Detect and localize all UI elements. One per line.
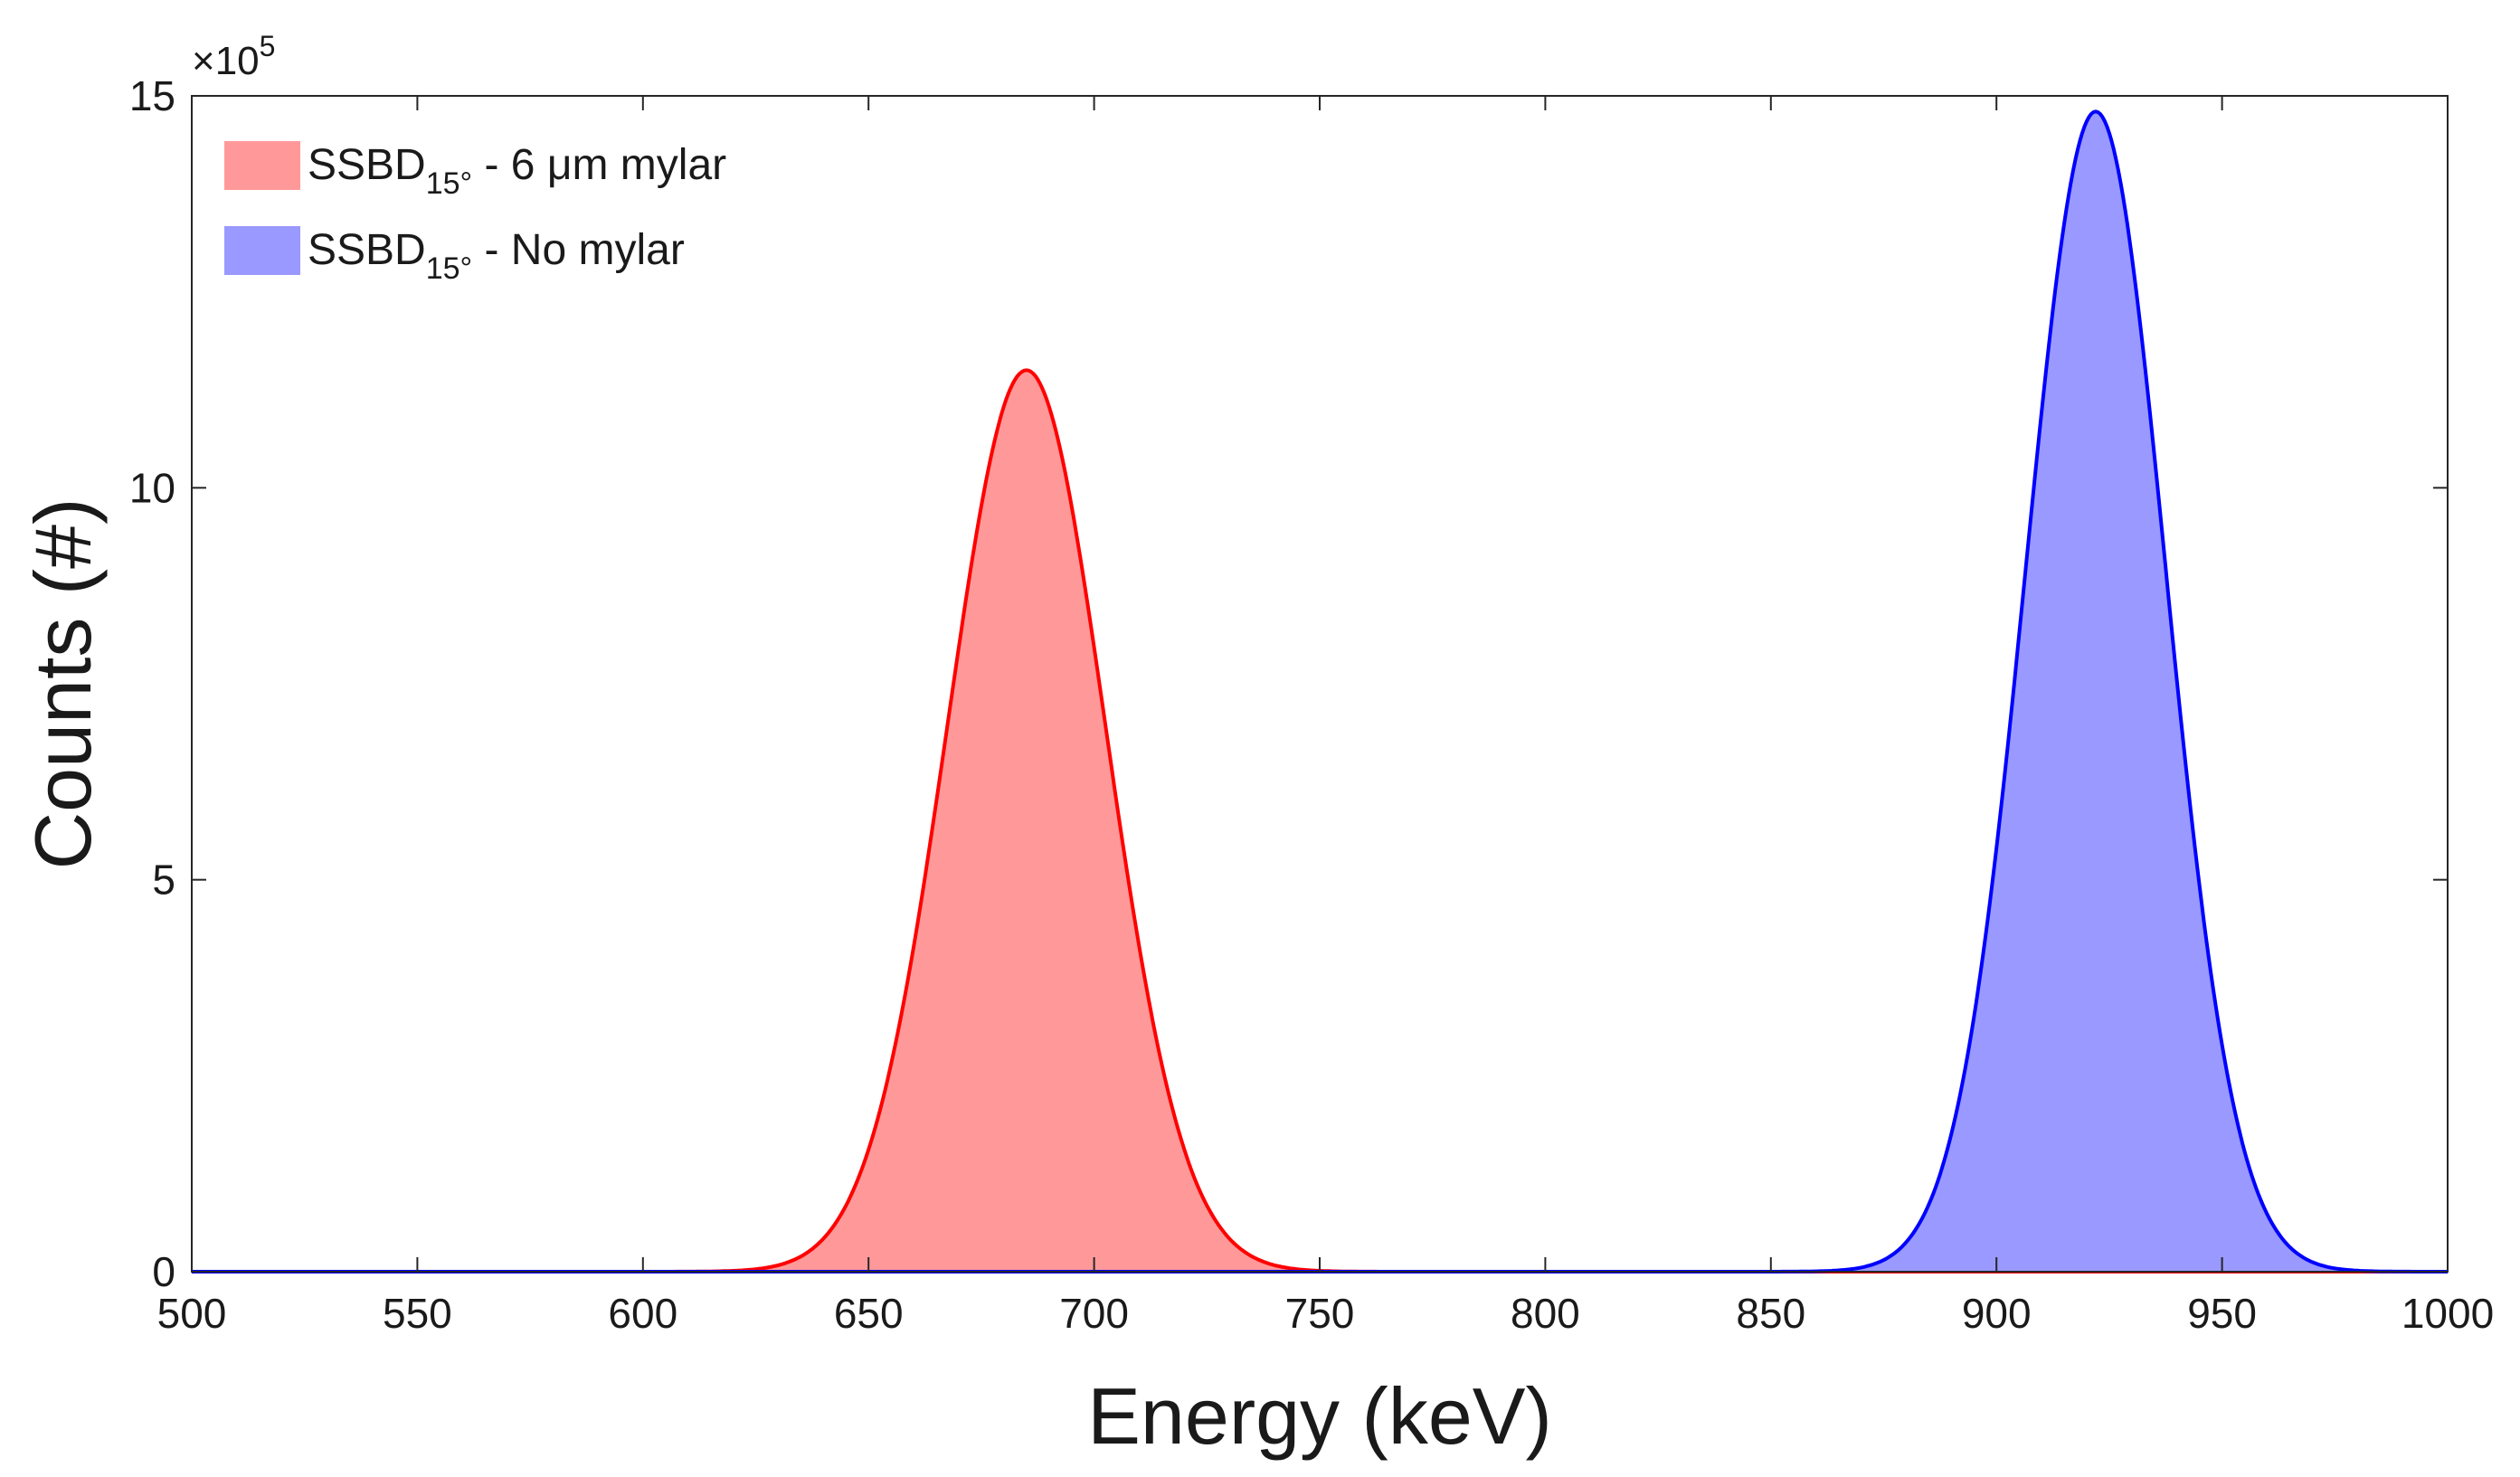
x-tick-label: 900 <box>1962 1290 2032 1337</box>
legend-label-main: SSBD <box>308 141 426 189</box>
legend-swatch-no-mylar <box>224 226 300 275</box>
legend-label-subscript: 15° <box>426 251 472 286</box>
legend-label-6um-mylar: SSBD15° - 6 μm mylar <box>308 141 726 201</box>
legend-label-subscript: 15° <box>426 166 472 201</box>
legend-swatch-6um-mylar <box>224 141 300 190</box>
x-tick-label: 1000 <box>2402 1290 2494 1337</box>
x-tick-label: 550 <box>383 1290 452 1337</box>
y-axis-multiplier: ×105 <box>192 30 275 83</box>
legend-label-no-mylar: SSBD15° - No mylar <box>308 226 685 286</box>
legend-entry-no-mylar: SSBD15° - No mylar <box>224 226 685 286</box>
y-tick-label: 10 <box>129 464 175 511</box>
legend-entry-6um-mylar: SSBD15° - 6 μm mylar <box>224 141 726 201</box>
series-area-1 <box>192 111 2448 1272</box>
x-tick-label: 850 <box>1736 1290 1805 1337</box>
x-tick-label: 950 <box>2187 1290 2257 1337</box>
tick-layer: 500 550 600 650 700 750 800 850 900 950 1000 0 5 10 15 <box>129 72 2494 1337</box>
legend-label-main: SSBD <box>308 226 426 274</box>
y-axis-title: Counts (#) <box>18 498 108 870</box>
legend-label-suffix: - 6 μm mylar <box>472 141 726 189</box>
x-tick-label: 650 <box>834 1290 904 1337</box>
y-multiplier-exponent: 5 <box>260 30 276 62</box>
y-tick-label: 15 <box>129 72 175 119</box>
y-tick-label: 0 <box>152 1248 175 1295</box>
x-tick-label: 800 <box>1511 1290 1580 1337</box>
x-tick-label: 600 <box>608 1290 677 1337</box>
x-tick-label: 750 <box>1285 1290 1355 1337</box>
x-tick-label: 700 <box>1059 1290 1129 1337</box>
legend: SSBD15° - 6 μm mylar SSBD15° - No mylar <box>224 141 726 286</box>
x-tick-label: 500 <box>157 1290 227 1337</box>
y-tick-label: 5 <box>152 857 175 904</box>
x-axis-title: Energy (keV) <box>1087 1371 1552 1461</box>
legend-label-suffix: - No mylar <box>472 226 685 274</box>
y-multiplier-base: ×10 <box>192 39 260 83</box>
